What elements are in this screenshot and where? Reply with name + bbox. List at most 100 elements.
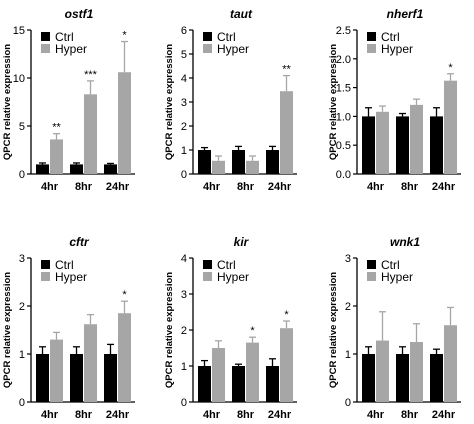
x-tick-label: 4hr — [203, 409, 221, 421]
bar-ctrl-24hr — [104, 354, 117, 402]
legend-label: Ctrl — [55, 30, 74, 44]
y-axis-label: QPCR relative expression — [2, 44, 13, 160]
x-tick-label: 24hr — [106, 181, 130, 193]
x-tick-label: 8hr — [401, 409, 419, 421]
significance-marker: * — [250, 325, 255, 337]
y-tick-label: 0 — [19, 397, 25, 409]
legend-swatch-hyper — [367, 44, 376, 53]
bar-ctrl-4hr — [36, 354, 49, 402]
x-tick-label: 4hr — [41, 409, 59, 421]
chart-title: cftr — [69, 235, 90, 249]
y-tick-label: 0 — [19, 169, 25, 181]
bar-hyper-24hr — [444, 80, 457, 174]
significance-marker: ** — [52, 122, 61, 134]
bar-ctrl-24hr — [104, 164, 117, 174]
legend-label: Hyper — [381, 42, 413, 56]
chart-panel-wnk1: wnk1 QPCR relative expression 0 1 2 3 4hr 8hr 24… — [328, 235, 461, 421]
x-tick-label: 24hr — [106, 409, 130, 421]
y-axis-label: QPCR relative expression — [2, 272, 13, 388]
chart-title: nherf1 — [387, 7, 424, 21]
x-tick-label: 24hr — [432, 181, 456, 193]
significance-marker: *** — [84, 69, 98, 81]
x-tick-label: 24hr — [432, 409, 456, 421]
bar-hyper-4hr — [376, 340, 389, 402]
x-tick-label: 4hr — [203, 181, 221, 193]
bar-hyper-24hr — [118, 72, 131, 174]
chart-panel-kir: kir QPCR relative expression 0 1 2 3 4 4hr * 8hr *… — [164, 235, 297, 421]
chart-panel-cftr: cftr QPCR relative expression 0 1 2 3 4hr 8hr * 2… — [2, 235, 135, 421]
y-tick-label: 1.5 — [336, 83, 351, 95]
x-tick-label: 4hr — [367, 181, 385, 193]
legend-label: Hyper — [55, 42, 87, 56]
bar-ctrl-8hr — [396, 354, 409, 402]
bar-ctrl-4hr — [362, 354, 375, 402]
bar-hyper-24hr — [118, 313, 131, 402]
y-tick-label: 5 — [181, 49, 187, 61]
bar-ctrl-24hr — [430, 116, 443, 174]
bar-hyper-8hr — [410, 342, 423, 402]
bar-hyper-4hr — [212, 160, 225, 174]
legend-label: Ctrl — [217, 258, 236, 272]
significance-marker: * — [122, 30, 127, 42]
y-tick-label: 0.5 — [336, 140, 351, 152]
bar-ctrl-4hr — [198, 150, 211, 174]
x-tick-label: 8hr — [401, 181, 419, 193]
y-tick-label: 3 — [345, 253, 351, 265]
significance-marker: ** — [282, 64, 291, 76]
x-tick-label: 8hr — [75, 181, 93, 193]
chart-panel-taut: taut QPCR relative expression 0 1 2 3 4 5 6 4hr 8h… — [164, 7, 297, 193]
bar-hyper-4hr — [50, 139, 63, 174]
bar-hyper-8hr — [410, 104, 423, 174]
y-axis-label: QPCR relative expression — [328, 44, 339, 160]
y-tick-label: 4 — [181, 253, 187, 265]
bar-hyper-4hr — [50, 339, 63, 402]
bar-ctrl-24hr — [266, 366, 279, 402]
legend-label: Hyper — [217, 270, 249, 284]
significance-marker: * — [122, 289, 127, 301]
chart-panel-nherf1: nherf1 QPCR relative expression 0.0 0.5 1.0 1… — [328, 7, 461, 193]
legend-swatch-ctrl — [41, 32, 50, 41]
x-tick-label: 4hr — [41, 181, 59, 193]
y-tick-label: 2.0 — [336, 54, 351, 66]
y-tick-label: 1 — [19, 349, 25, 361]
bar-ctrl-4hr — [36, 164, 49, 174]
y-tick-label: 2.5 — [336, 25, 351, 37]
y-tick-label: 2 — [345, 301, 351, 313]
legend-label: Hyper — [217, 42, 249, 56]
significance-marker: * — [448, 62, 453, 74]
y-axis-label: QPCR relative expression — [328, 272, 339, 388]
legend-swatch-hyper — [203, 44, 212, 53]
bar-hyper-8hr — [84, 94, 97, 174]
x-tick-label: 8hr — [75, 409, 93, 421]
bar-ctrl-24hr — [430, 354, 443, 402]
bar-ctrl-8hr — [70, 164, 83, 174]
legend-swatch-hyper — [203, 272, 212, 281]
legend-swatch-ctrl — [203, 32, 212, 41]
y-tick-label: 0 — [181, 397, 187, 409]
bar-hyper-4hr — [376, 111, 389, 174]
y-tick-label: 1.0 — [336, 111, 351, 123]
legend-swatch-hyper — [41, 44, 50, 53]
legend-swatch-ctrl — [367, 32, 376, 41]
bar-hyper-24hr — [280, 91, 293, 174]
y-tick-label: 4 — [181, 73, 187, 85]
chart-title: ostf1 — [65, 7, 94, 21]
bar-hyper-4hr — [212, 348, 225, 402]
legend-swatch-hyper — [41, 272, 50, 281]
bar-ctrl-4hr — [362, 116, 375, 174]
y-tick-label: 5 — [19, 121, 25, 133]
bar-ctrl-24hr — [266, 150, 279, 174]
bar-ctrl-8hr — [396, 116, 409, 174]
y-tick-label: 6 — [181, 25, 187, 37]
legend-label: Ctrl — [381, 258, 400, 272]
x-tick-label: 24hr — [268, 181, 292, 193]
bar-hyper-8hr — [246, 160, 259, 174]
x-tick-label: 8hr — [237, 409, 255, 421]
y-tick-label: 10 — [13, 73, 25, 85]
bar-ctrl-4hr — [198, 366, 211, 402]
chart-title: taut — [230, 7, 253, 21]
y-tick-label: 15 — [13, 25, 25, 37]
y-tick-label: 1 — [181, 145, 187, 157]
y-tick-label: 0.0 — [336, 169, 351, 181]
bar-hyper-24hr — [280, 328, 293, 402]
